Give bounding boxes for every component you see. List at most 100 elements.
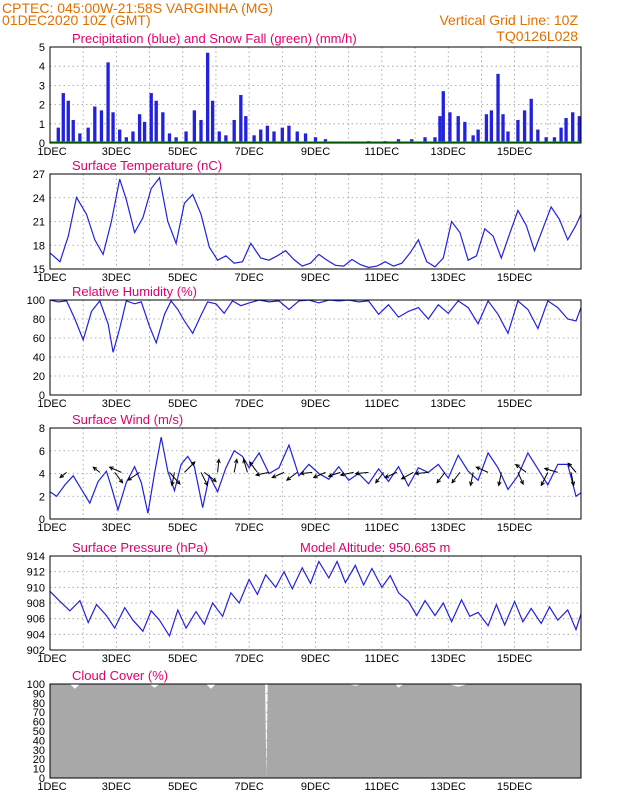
temp-ytick-label: 15	[33, 264, 45, 276]
wind-arrow-head	[543, 467, 549, 472]
precip-bar	[154, 100, 158, 143]
cloud-xtick-label: 9DEC	[301, 781, 330, 793]
precip-bar	[99, 110, 104, 143]
wind-arrow-head	[540, 481, 545, 487]
precip-ytick-label: 3	[39, 80, 45, 92]
wind-arrow	[567, 462, 577, 473]
pres-title: Surface Pressure (hPa)	[72, 540, 208, 555]
wind-arrow-head	[242, 458, 247, 464]
pres-ytick-label: 912	[27, 567, 45, 579]
wind-arrow-shaft	[233, 459, 238, 473]
wind-arrow-shaft	[470, 472, 474, 486]
cloud-xtick-label: 3DEC	[102, 781, 131, 793]
wind-arrow-shaft	[200, 472, 208, 486]
cloud-ytick-label: 0	[39, 773, 45, 785]
cloud-ytick-label: 100	[27, 679, 45, 691]
wind-arrow-head	[175, 480, 181, 485]
header-code: TQ0126L028	[496, 28, 578, 44]
precip-xtick-label: 15DEC	[497, 146, 533, 158]
precip-bar	[86, 127, 90, 143]
wind-arrow-head	[469, 481, 474, 487]
panels: Precipitation (blue) and Snow Fall (gree…	[27, 31, 582, 793]
wind-arrow-shaft	[171, 472, 175, 486]
precip-bar	[303, 133, 308, 143]
wind-ytick-label: 2	[39, 491, 45, 503]
wind-arrow-shaft	[169, 472, 181, 485]
cloud-frame	[49, 683, 582, 779]
precip-frame	[49, 46, 582, 144]
rh-xtick-label: 15DEC	[497, 398, 533, 410]
wind-arrow	[400, 471, 414, 480]
precip-bar	[137, 114, 142, 143]
precip-bar	[66, 100, 70, 143]
precip-title: Precipitation (blue) and Snow Fall (gree…	[72, 31, 357, 46]
wind-arrow-head	[254, 472, 261, 477]
wind-arrow	[216, 458, 221, 473]
cloud-xtick-label: 5DEC	[168, 781, 197, 793]
precip-bar	[232, 119, 236, 143]
wind-arrow-shaft	[249, 461, 258, 473]
wind-arrow-shaft	[184, 461, 196, 473]
wind-xtick-label: 9DEC	[301, 522, 330, 534]
wind-xtick-label: 7DEC	[234, 522, 263, 534]
precip-xtick-label: 9DEC	[301, 146, 330, 158]
precip-xtick-label: 3DEC	[102, 146, 131, 158]
pres-ytick-label: 906	[27, 614, 45, 626]
wind-arrow	[254, 471, 270, 477]
wind-arrow-head	[436, 478, 441, 484]
precip-bar	[205, 52, 210, 144]
wind-arrow-head	[339, 472, 345, 477]
cloud-ytick-label: 60	[33, 717, 45, 729]
precip-bar	[272, 131, 276, 143]
precip-bar	[506, 131, 510, 143]
wind-arrow	[375, 472, 384, 484]
wind-arrow-head	[216, 458, 221, 464]
wind-arrow-head	[233, 458, 239, 464]
rh-ytick-label: 80	[33, 314, 45, 326]
cloud-ytick-label: 10	[33, 764, 45, 776]
precip-bar	[161, 112, 165, 143]
precip-bar	[552, 137, 557, 143]
pres-ytick-label: 902	[27, 645, 45, 657]
wind-arrow	[299, 471, 313, 476]
wind-arrow-head	[271, 474, 277, 479]
wind-arrow-head	[285, 476, 291, 481]
pres-ytick-label: 910	[27, 582, 45, 594]
precip-bar	[423, 137, 427, 143]
pres-subtitle: Model Altitude: 950.685 m	[300, 540, 450, 555]
header-location: CPTEC: 045:00W-21:58S VARGINHA (MG)	[2, 0, 273, 16]
wind-arrow-shaft	[109, 466, 122, 473]
wind-arrow-head	[59, 473, 65, 479]
precip-bar	[522, 110, 527, 143]
wind-arrow-head	[375, 478, 380, 484]
precip-bar	[167, 133, 172, 143]
wind-arrow	[92, 466, 101, 473]
wind-arrow	[285, 471, 298, 481]
wind-arrow-shaft	[375, 472, 384, 484]
pres-xtick-label: 5DEC	[168, 653, 197, 665]
precip-bar	[199, 119, 203, 143]
wind-arrow-shaft	[355, 471, 369, 475]
rh-ytick-label: 0	[39, 390, 45, 402]
cloud-area	[50, 684, 581, 778]
wind-arrow-head	[327, 473, 333, 478]
wind-arrow	[126, 471, 140, 481]
precip-bar	[244, 116, 248, 143]
precip-bar	[564, 118, 568, 143]
precip-xtick-label: 11DEC	[365, 146, 400, 158]
temp-xtick-label: 7DEC	[234, 272, 263, 284]
precip-ytick-label: 2	[39, 100, 45, 112]
header-grid-note: Vertical Grid Line: 10Z	[439, 12, 578, 28]
rh-xtick-label: 1DEC	[37, 398, 66, 410]
cloud-xtick-label: 7DEC	[234, 781, 263, 793]
wind-arrow-shaft	[476, 466, 489, 473]
precip-bar	[476, 129, 480, 143]
precip-bar	[118, 129, 122, 143]
pres-xtick-label: 13DEC	[431, 653, 467, 665]
wind-arrow	[233, 458, 239, 473]
wind-arrow	[497, 472, 502, 487]
wind-arrow-shaft	[300, 471, 313, 475]
rh-ytick-label: 60	[33, 333, 45, 345]
wind-arrow	[451, 472, 461, 484]
wind-arrow-shaft	[272, 471, 285, 479]
